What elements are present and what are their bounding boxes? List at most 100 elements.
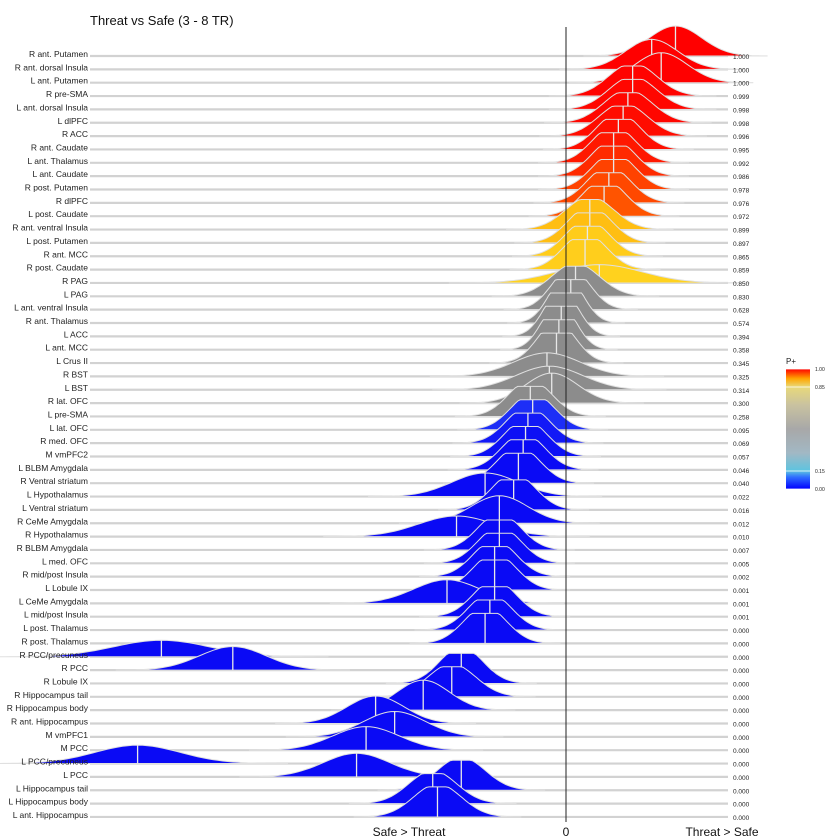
p-value-label: 0.000 [733,735,750,742]
region-label: L PCC [63,770,88,780]
ridge-row: L Hypothalamus 0.022 [27,472,750,502]
p-value-label: 0.000 [733,695,750,702]
region-label: R ant. dorsal Insula [15,62,89,72]
p-value-label: 0.865 [733,254,750,261]
region-label: R CeMe Amygdala [17,516,88,526]
density-curve [0,639,329,658]
region-label: L ant. Hippocampus [13,810,88,820]
ridge-row: M PCC 0.000 [61,726,750,755]
region-label: L PAG [64,289,88,299]
legend-ticks: 1.00 0.85 0.15 0.00 [786,367,825,493]
region-label: L CeMe Amygdala [19,596,88,606]
region-label: L ant. Caudate [33,169,89,179]
region-label: L ant. Thalamus [28,156,88,166]
chart-title: Threat vs Safe (3 - 8 TR) [90,13,234,28]
region-label: R Lobule IX [44,676,89,686]
region-label: R dlPFC [56,196,88,206]
region-label: L Hippocampus tail [16,783,88,793]
x-axis-zero-label: 0 [563,825,570,839]
p-value-label: 0.002 [733,575,750,582]
region-label: R post. Putamen [25,183,89,193]
ridge-row: L BST 0.314 [65,365,750,395]
p-value-label: 0.996 [733,134,750,141]
region-label: R PCC [62,663,88,673]
region-label: L ant. MCC [45,343,88,353]
p-value-label: 0.325 [733,374,750,381]
region-label: L post. Caudate [28,209,88,219]
p-value-label: 0.000 [733,628,750,635]
p-value-label: 0.258 [733,414,750,421]
region-label: R pre-SMA [46,89,88,99]
p-value-label: 0.010 [733,535,750,542]
p-value-label: 1.000 [733,54,750,61]
x-axis-left-label: Safe > Threat [373,825,446,839]
density-curve [0,744,288,765]
p-value-label: 0.005 [733,561,750,568]
region-label: R Ventral striatum [20,476,88,486]
region-label: L Hypothalamus [27,490,88,500]
p-value-label: 0.897 [733,241,750,248]
p-value-label: 0.628 [733,308,750,315]
p-value-label: 0.899 [733,228,750,235]
region-label: R lat. OFC [48,396,88,406]
ridge-row: R PCC 0.000 [62,645,750,675]
p-value-label: 0.069 [733,441,750,448]
region-label: R BST [63,369,88,379]
region-label: R PCC/precuneus [19,650,88,660]
region-label: L BST [65,383,88,393]
p-value-label: 0.394 [733,334,750,341]
region-label: R med. OFC [40,436,88,446]
legend-tick-label: 0.85 [815,385,825,391]
p-value-label: 0.300 [733,401,750,408]
p-value-label: 1.000 [733,67,750,74]
region-label: L Lobule IX [45,583,88,593]
p-value-label: 0.001 [733,615,750,622]
region-label: R post. Thalamus [22,636,88,646]
x-axis-right-label: Threat > Safe [685,825,758,839]
ridge-row: R lat. OFC 0.300 [48,372,750,408]
region-label: R Hippocampus tail [14,690,88,700]
region-label: R Hypothalamus [25,530,88,540]
p-value-label: 0.007 [733,548,750,555]
p-value-label: 0.000 [733,681,750,688]
p-value-label: 0.995 [733,147,750,154]
p-value-label: 0.999 [733,94,750,101]
legend-tick-label: 1.00 [815,367,825,373]
p-value-label: 0.986 [733,174,750,181]
ridge-row: R CeMe Amygdala 0.012 [17,495,750,528]
p-value-label: 0.022 [733,495,750,502]
region-label: R ant. ventral Insula [12,223,88,233]
ridge-row: L ant. Hippocampus 0.000 [13,786,750,822]
region-label: R ant. MCC [44,249,88,259]
p-value-label: 0.040 [733,481,750,488]
region-label: R PAG [62,276,88,286]
p-value-label: 0.057 [733,455,750,462]
p-value-label: 0.000 [733,802,750,809]
p-value-label: 0.046 [733,468,750,475]
p-value-label: 0.000 [733,788,750,795]
ridge-row: M vmPFC1 0.000 [46,710,750,742]
p-value-label: 0.000 [733,762,750,769]
p-value-label: 0.001 [733,588,750,595]
region-label: L lat. OFC [50,423,88,433]
p-value-label: 0.000 [733,748,750,755]
region-label: R ant. Hippocampus [11,717,88,727]
p-value-label: 0.972 [733,214,750,221]
region-label: L PCC/precuneus [21,757,88,767]
region-label: R ant. Putamen [29,49,88,59]
region-label: L mid/post Insula [24,610,88,620]
ridge-row: L PCC 0.000 [63,752,750,782]
ridge-row: R BST 0.325 [63,352,750,381]
region-label: L post. Thalamus [23,623,88,633]
ridge-row: L Ventral striatum 0.016 [22,479,750,515]
color-legend: P+ 1.00 0.85 0.15 0.00 [786,357,825,493]
region-label: L Crus II [56,356,88,366]
p-value-label: 0.016 [733,508,750,515]
region-label: L pre-SMA [48,409,89,419]
p-value-label: 0.000 [733,668,750,675]
p-value-label: 0.998 [733,121,750,128]
ridge-row: R post. Thalamus 0.000 [22,612,750,648]
p-value-label: 0.358 [733,348,750,355]
region-label: R BLBM Amygdala [17,543,89,553]
